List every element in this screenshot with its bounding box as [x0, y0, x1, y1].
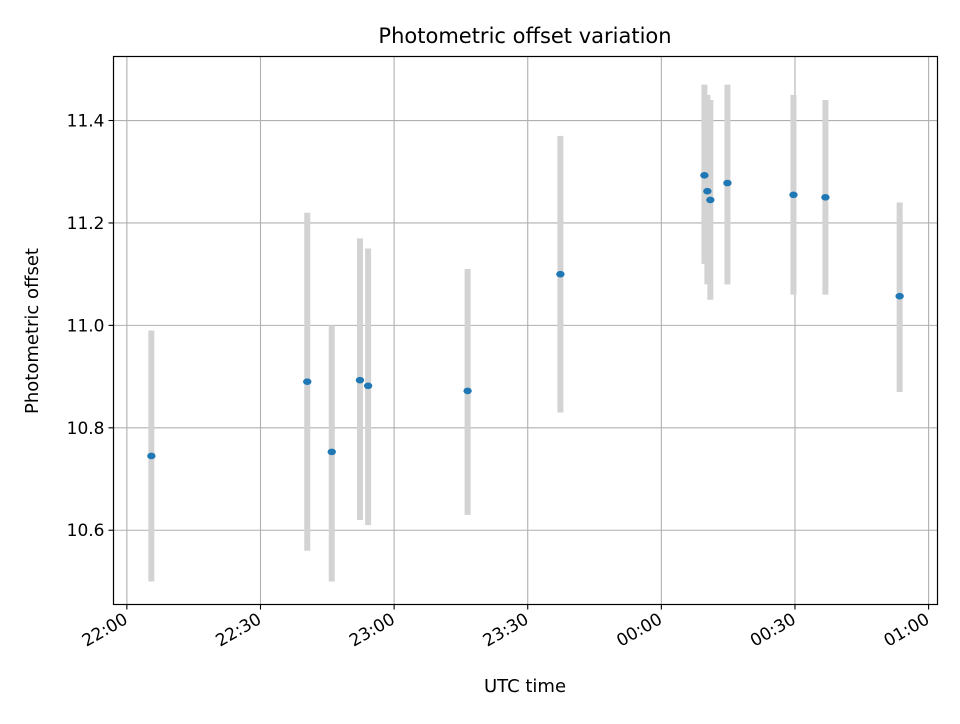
y-tick-label: 11.4	[67, 112, 105, 132]
data-point	[706, 196, 715, 204]
y-axis-label: Photometric offset	[22, 248, 43, 414]
data-point	[363, 382, 373, 390]
y-tick-label: 10.8	[67, 419, 105, 439]
data-point	[147, 452, 156, 460]
y-tick-label: 11.0	[67, 316, 105, 336]
data-point	[556, 270, 565, 278]
data-point	[303, 378, 312, 386]
chart-title: Photometric offset variation	[378, 24, 671, 48]
data-point	[895, 292, 904, 300]
data-point	[723, 179, 732, 187]
y-tick-label: 11.2	[67, 214, 105, 234]
plot-frame	[112, 55, 939, 606]
data-point	[700, 172, 709, 179]
data-point	[821, 194, 830, 201]
data-point	[703, 187, 712, 195]
data-point	[327, 448, 336, 456]
data-point	[789, 191, 798, 199]
data-points	[147, 172, 904, 460]
y-tick-label: 10.6	[67, 521, 105, 541]
x-axis-label: UTC time	[484, 676, 566, 697]
data-point	[355, 376, 365, 384]
data-point	[463, 387, 472, 395]
y-axis-ticks: 10.6 10.8 11.0 11.2 11.4	[67, 112, 114, 541]
